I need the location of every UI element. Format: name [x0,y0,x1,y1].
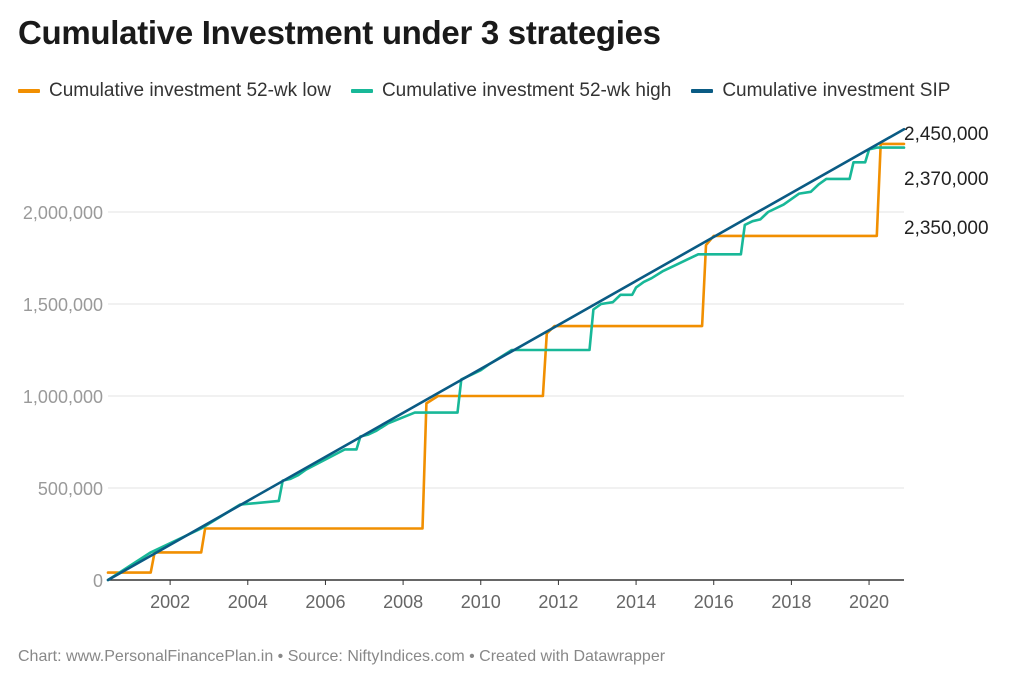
legend-item-52wk-low: Cumulative investment 52-wk low [18,80,331,102]
x-tick-label-7: 2016 [694,592,734,612]
x-tick-label-0: 2002 [150,592,190,612]
y-tick-label-1: 500,000 [38,479,103,499]
x-tick-label-6: 2014 [616,592,656,612]
chart-title: Cumulative Investment under 3 strategies [18,14,661,51]
legend-label-sip: Cumulative investment SIP [722,80,951,101]
series-line-sip [106,127,906,582]
end-label-52wk-high: 2,350,000 [904,218,989,239]
legend-swatch-sip [691,89,714,93]
x-tick-label-9: 2020 [849,592,889,612]
x-tick-label-4: 2010 [461,592,501,612]
legend-swatch-52wk-low [18,89,40,93]
legend-swatch-52wk-high [350,89,373,93]
y-tick-label-3: 1,500,000 [23,295,103,315]
legend-item-52wk-high: Cumulative investment 52-wk high [350,80,672,102]
x-tick-label-2: 2006 [305,592,345,612]
series-line-52wk-low [106,142,906,574]
legend-item-sip: Cumulative investment SIP [691,80,950,102]
source-credit: Chart: www.PersonalFinancePlan.in • Sour… [18,648,666,665]
y-tick-label-2: 1,000,000 [23,387,103,407]
end-label-sip: 2,450,000 [904,124,989,145]
y-tick-label-0: 0 [93,571,103,591]
chart-legend: Cumulative investment 52-wk low Cumulati… [18,80,970,102]
series-line-52wk-high [106,146,906,582]
x-tick-label-1: 2004 [228,592,268,612]
legend-label-52wk-high: Cumulative investment 52-wk high [381,80,672,101]
legend-label-52wk-low: Cumulative investment 52-wk low [49,80,331,101]
x-tick-label-5: 2012 [538,592,578,612]
x-tick-label-3: 2008 [383,592,423,612]
y-tick-label-4: 2,000,000 [23,203,103,223]
end-label-52wk-low: 2,370,000 [904,169,989,190]
x-tick-label-8: 2018 [771,592,811,612]
